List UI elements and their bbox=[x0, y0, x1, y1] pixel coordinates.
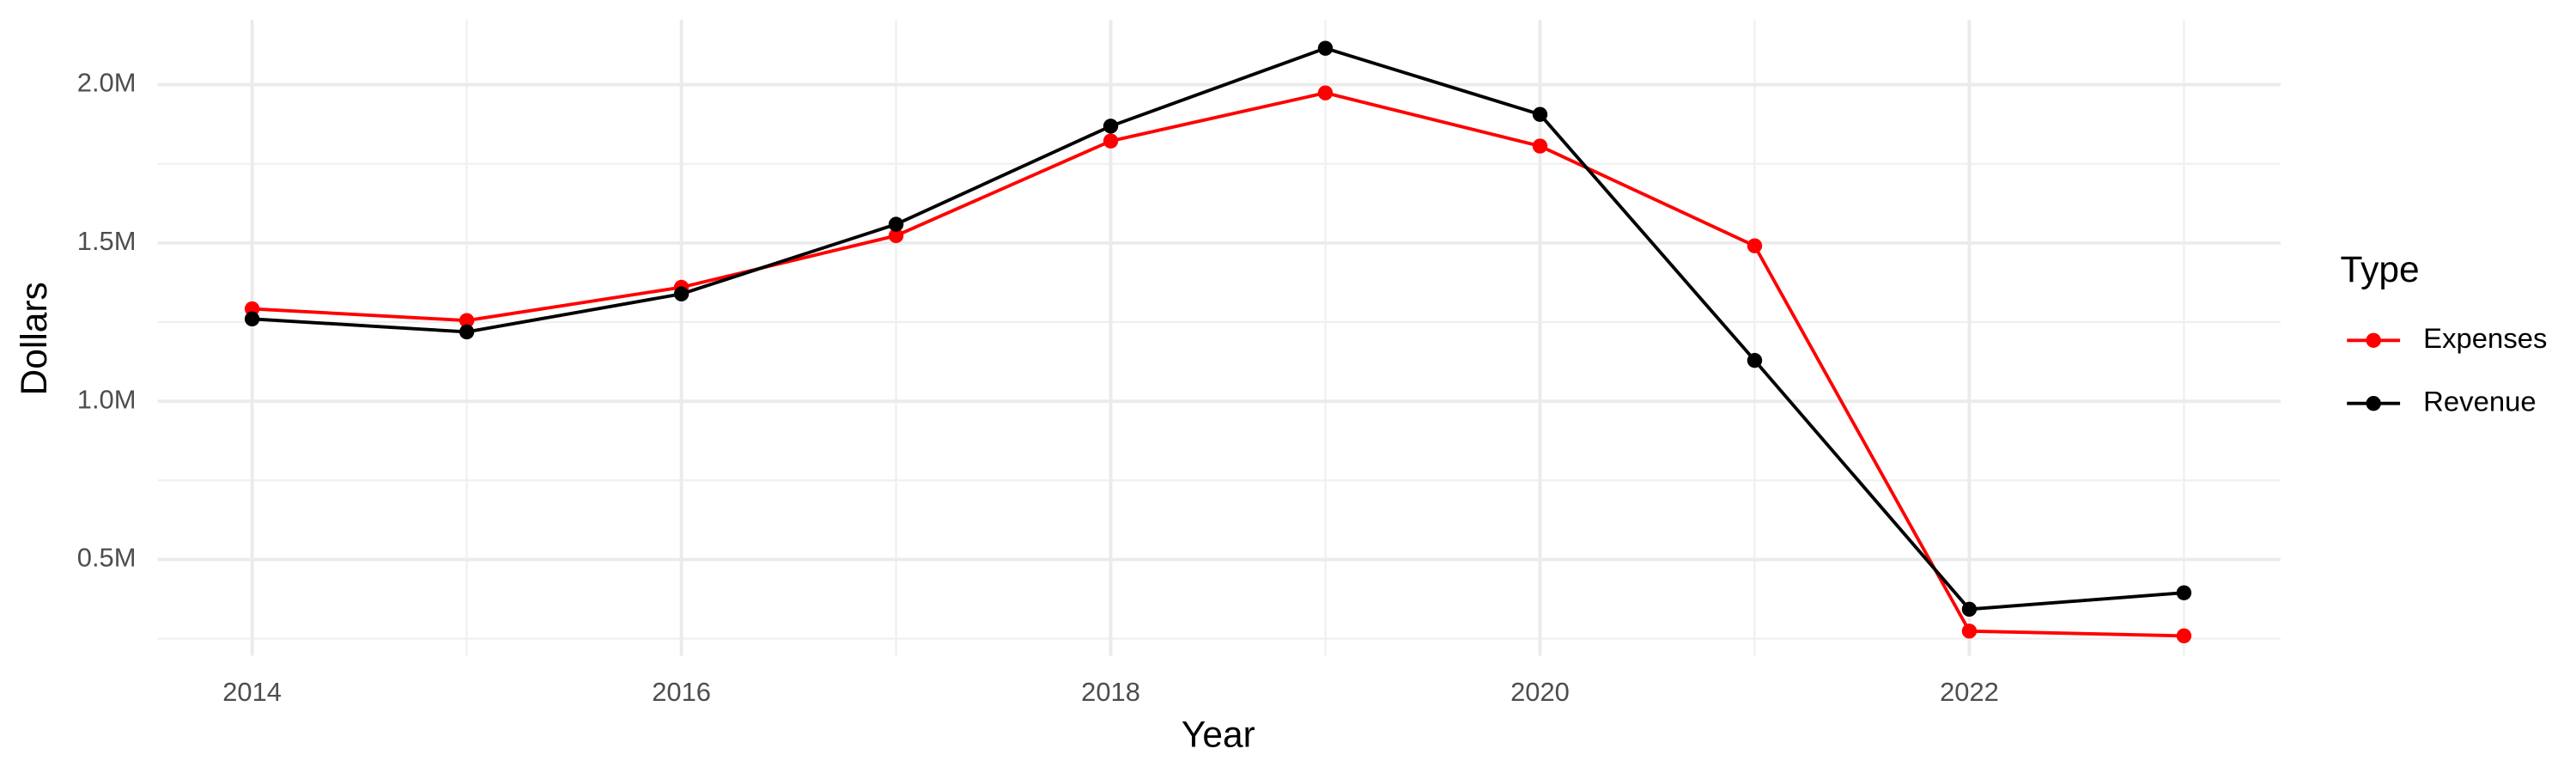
legend-label: Expenses bbox=[2423, 322, 2547, 354]
data-point bbox=[1532, 138, 1548, 154]
data-point bbox=[1961, 601, 1978, 618]
series-line bbox=[252, 46, 2184, 612]
y-tick-label: 2.0M bbox=[77, 68, 137, 98]
x-tick-label: 2016 bbox=[652, 677, 711, 707]
data-point bbox=[1103, 133, 1119, 149]
x-tick-label: 2022 bbox=[1940, 677, 1999, 707]
legend-title: Type bbox=[2341, 250, 2420, 290]
data-point bbox=[2176, 628, 2192, 644]
data-point bbox=[459, 313, 475, 328]
data-point bbox=[1747, 238, 1763, 253]
data-point bbox=[888, 228, 904, 244]
data-point bbox=[459, 324, 475, 340]
data-point bbox=[1317, 85, 1334, 100]
x-tick-label: 2018 bbox=[1081, 677, 1140, 707]
data-point bbox=[1532, 107, 1548, 122]
y-tick-label: 0.5M bbox=[77, 543, 137, 573]
data-point bbox=[1103, 119, 1119, 134]
data-point bbox=[2176, 585, 2192, 600]
legend-key-point bbox=[2366, 396, 2381, 411]
data-point bbox=[244, 311, 260, 327]
x-tick-label: 2014 bbox=[222, 677, 282, 707]
data-point bbox=[1961, 624, 1978, 639]
x-axis-title: Year bbox=[1182, 715, 1255, 755]
data-point bbox=[1747, 352, 1763, 368]
x-tick-label: 2020 bbox=[1510, 677, 1570, 707]
series-line bbox=[252, 91, 2184, 638]
data-point bbox=[1317, 40, 1334, 56]
legend-label: Revenue bbox=[2423, 385, 2537, 417]
data-point bbox=[673, 286, 690, 301]
legend-key-point bbox=[2366, 332, 2381, 348]
y-tick-label: 1.5M bbox=[77, 226, 137, 256]
y-axis-title: Dollars bbox=[15, 282, 55, 395]
data-point bbox=[888, 216, 904, 232]
y-tick-label: 1.0M bbox=[77, 384, 137, 414]
